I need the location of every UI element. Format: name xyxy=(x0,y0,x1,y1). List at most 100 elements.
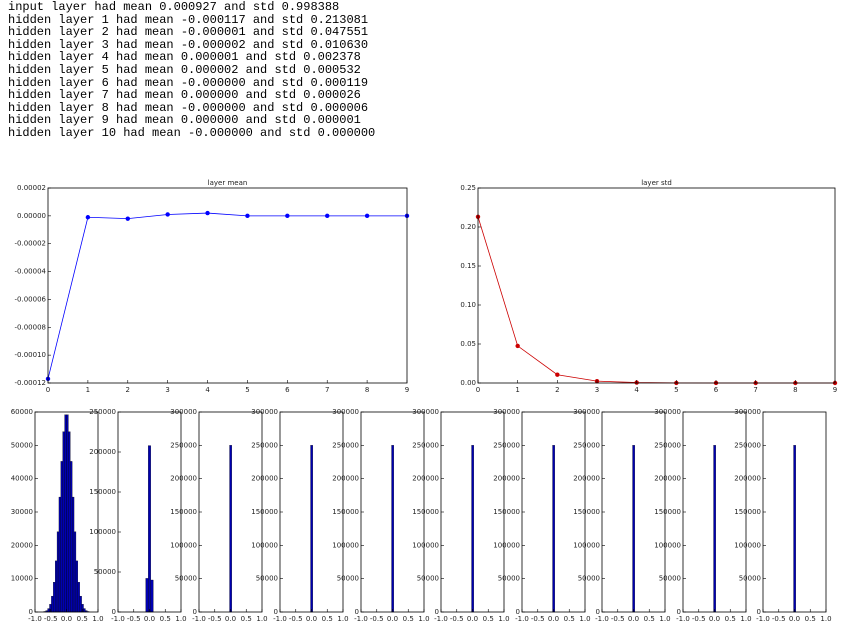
x-tick-label: 0.0 xyxy=(789,615,800,623)
histogram-bar xyxy=(81,604,84,613)
x-tick-label: 3 xyxy=(165,386,169,394)
y-tick-label: 50000 xyxy=(659,575,681,583)
x-tick-label: 0.0 xyxy=(306,615,317,623)
data-point xyxy=(165,212,170,217)
y-tick-label: 300000 xyxy=(493,408,520,416)
x-tick-label: 0.0 xyxy=(225,615,236,623)
y-tick-label: 10000 xyxy=(11,575,33,583)
x-tick-label: 1.0 xyxy=(579,615,590,623)
plot-frame xyxy=(477,187,836,384)
x-tick-label: 6 xyxy=(285,386,290,394)
y-tick-label: 200000 xyxy=(573,475,600,483)
y-tick-label: -0.00004 xyxy=(15,268,47,276)
log-line: hidden layer 7 had mean 0.000000 and std… xyxy=(8,88,361,103)
y-tick-label: 300000 xyxy=(654,408,681,416)
x-tick-label: 9 xyxy=(833,386,837,394)
histogram-bar xyxy=(62,431,65,613)
y-tick-label: 50000 xyxy=(94,568,116,576)
histogram-bar xyxy=(72,496,75,613)
y-tick-label: 100000 xyxy=(734,541,761,549)
y-tick-label: 200000 xyxy=(332,475,359,483)
x-tick-label: 8 xyxy=(793,386,797,394)
y-tick-label: 250000 xyxy=(734,441,761,449)
y-tick-label: 250000 xyxy=(170,441,197,449)
histogram-bar xyxy=(55,560,58,613)
x-tick-label: 5 xyxy=(245,386,249,394)
x-tick-label: -0.5 xyxy=(531,615,545,623)
y-tick-label: 100000 xyxy=(89,528,116,536)
x-tick-label: -0.5 xyxy=(772,615,786,623)
y-tick-label: 40000 xyxy=(11,475,33,483)
y-tick-label: 0.15 xyxy=(460,262,476,270)
x-tick-label: 2 xyxy=(126,386,130,394)
log-line: hidden layer 10 had mean -0.000000 and s… xyxy=(8,125,376,140)
x-tick-label: 1.0 xyxy=(175,615,186,623)
y-tick-label: 100000 xyxy=(654,541,681,549)
y-tick-label: 250000 xyxy=(573,441,600,449)
y-tick-label: 200000 xyxy=(654,475,681,483)
y-tick-label: 50000 xyxy=(337,575,359,583)
y-tick-label: -0.00010 xyxy=(15,351,46,359)
x-tick-label: 0.5 xyxy=(564,615,575,623)
y-tick-label: 0 xyxy=(435,608,439,616)
y-tick-label: 300000 xyxy=(332,408,359,416)
y-tick-label: 0.00 xyxy=(460,379,476,387)
histogram-bar xyxy=(66,414,69,613)
histogram-bar xyxy=(79,595,82,613)
histogram-bar xyxy=(47,608,50,613)
y-tick-label: 300000 xyxy=(573,408,600,416)
x-tick-label: -0.5 xyxy=(450,615,464,623)
log-line: hidden layer 3 had mean -0.000002 and st… xyxy=(8,37,369,52)
y-tick-label: 100000 xyxy=(493,541,520,549)
log-line: hidden layer 6 had mean -0.000000 and st… xyxy=(8,75,369,90)
y-tick-label: 50000 xyxy=(578,575,600,583)
y-tick-label: 60000 xyxy=(11,408,33,416)
log-line: hidden layer 2 had mean -0.000001 and st… xyxy=(8,25,369,40)
x-tick-label: -0.5 xyxy=(44,615,58,623)
histogram-bar xyxy=(391,445,394,613)
x-tick-label: 6 xyxy=(714,386,719,394)
data-point xyxy=(364,213,370,219)
y-tick-label: 20000 xyxy=(11,541,33,549)
y-tick-label: -0.00012 xyxy=(15,379,46,387)
x-tick-label: 1.0 xyxy=(92,615,103,623)
log-line: hidden layer 4 had mean 0.000001 and std… xyxy=(8,50,361,65)
data-point xyxy=(85,215,91,220)
y-tick-label: 0 xyxy=(677,608,681,616)
histogram-bar xyxy=(68,431,71,613)
y-tick-label: -0.00008 xyxy=(15,323,46,331)
y-tick-label: 0.25 xyxy=(460,184,476,192)
x-tick-label: 0.0 xyxy=(61,615,72,623)
x-tick-label: 0.0 xyxy=(548,615,559,623)
y-tick-label: 250000 xyxy=(89,408,116,416)
y-tick-label: 0 xyxy=(757,608,761,616)
y-tick-label: 0.20 xyxy=(460,223,476,231)
x-tick-label: -0.5 xyxy=(611,615,625,623)
y-tick-label: 50000 xyxy=(417,575,439,583)
x-tick-label: -0.5 xyxy=(692,615,706,623)
x-tick-label: 0 xyxy=(46,386,50,394)
y-tick-label: 200000 xyxy=(734,475,761,483)
y-tick-label: 0 xyxy=(112,608,116,616)
histogram-bar xyxy=(793,445,796,613)
x-tick-label: 0.5 xyxy=(644,615,655,623)
y-tick-label: 200000 xyxy=(170,475,197,483)
x-tick-label: 0.5 xyxy=(725,615,736,623)
y-tick-label: 250000 xyxy=(654,441,681,449)
x-tick-label: 2 xyxy=(555,386,559,394)
data-point xyxy=(205,210,210,216)
histogram-bar xyxy=(70,461,73,613)
y-tick-label: 200000 xyxy=(412,475,439,483)
histogram-bar xyxy=(713,445,716,613)
y-tick-label: 0 xyxy=(29,608,33,616)
y-tick-label: -0.00002 xyxy=(15,240,46,248)
y-tick-label: 100000 xyxy=(251,541,278,549)
y-tick-label: 0 xyxy=(355,608,359,616)
x-tick-label: -0.5 xyxy=(289,615,303,623)
y-tick-label: 50000 xyxy=(256,575,278,583)
histogram-bar xyxy=(471,445,474,613)
x-tick-label: 0.0 xyxy=(628,615,639,623)
x-tick-label: 1 xyxy=(515,386,519,394)
x-tick-label: 5 xyxy=(674,386,678,394)
